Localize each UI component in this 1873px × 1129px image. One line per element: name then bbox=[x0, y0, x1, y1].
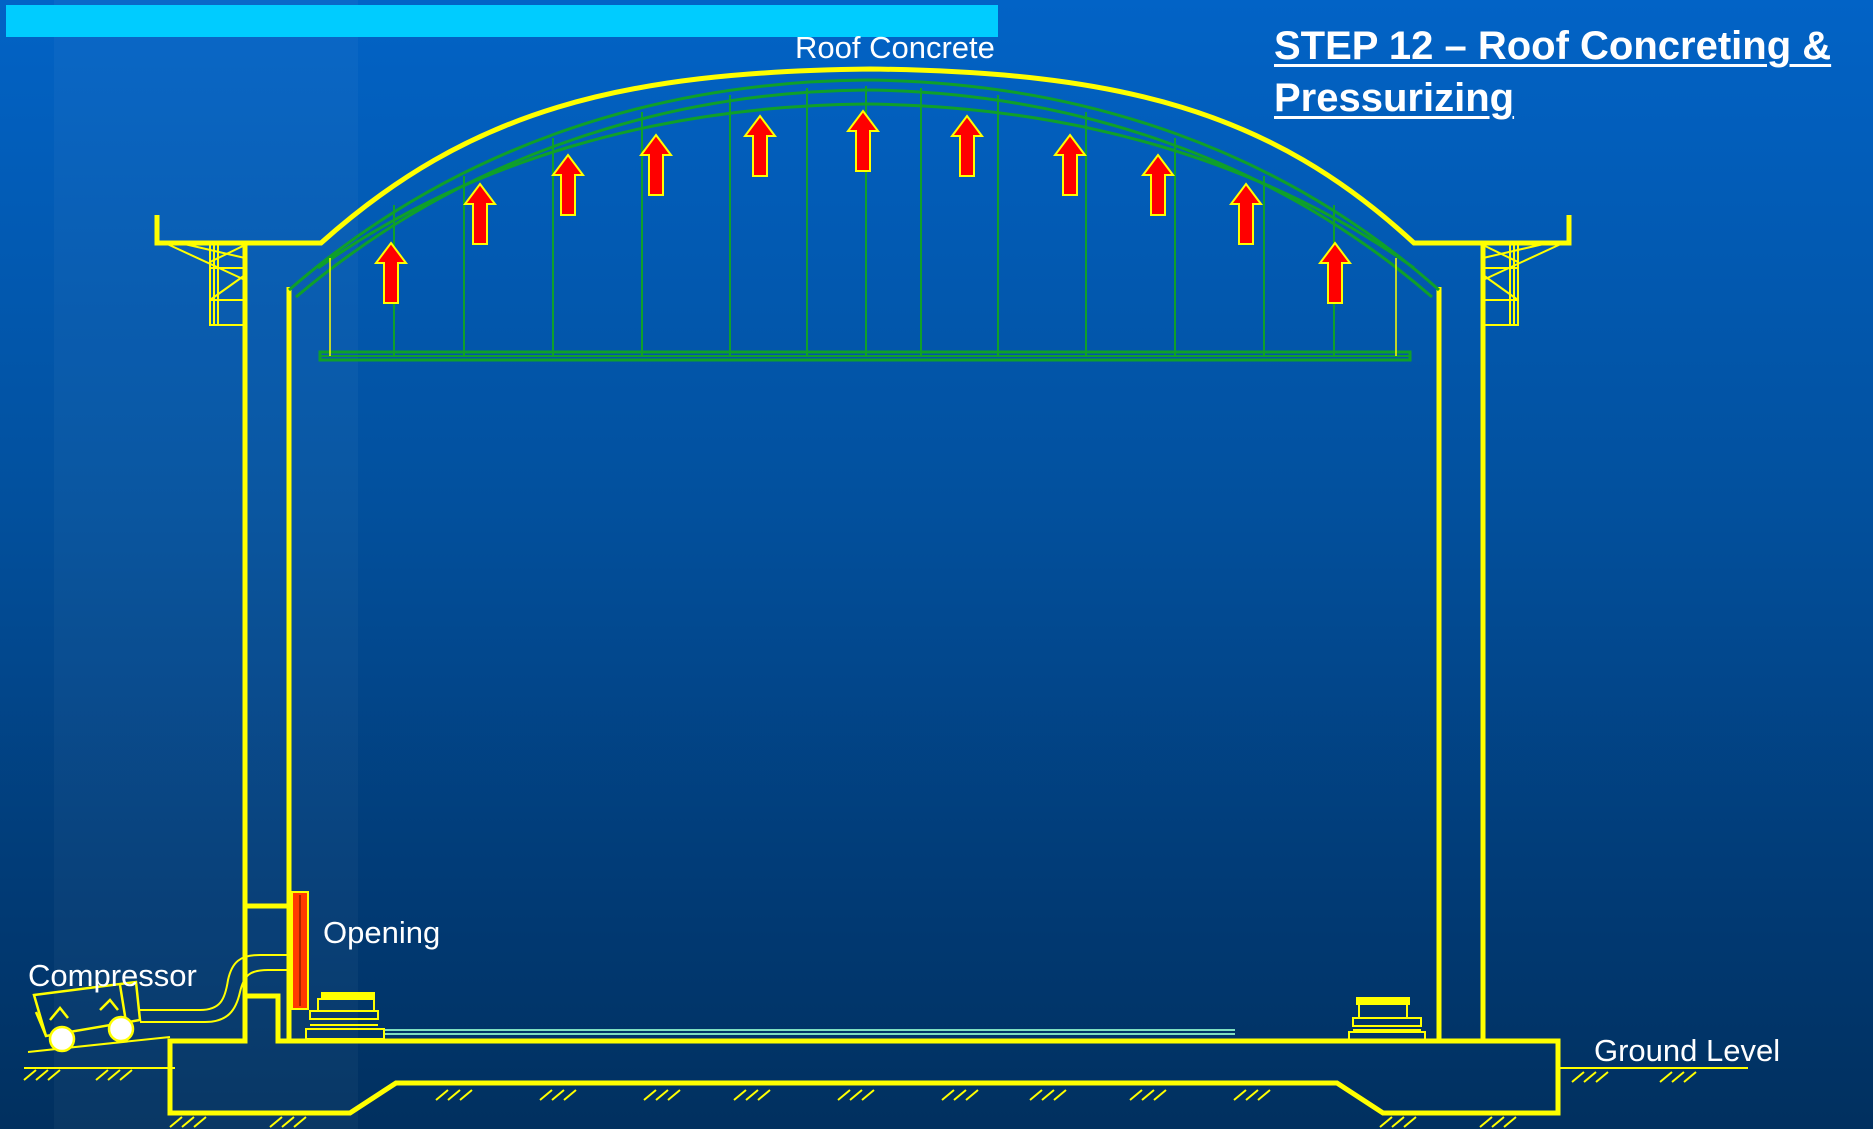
compressor-label: Compressor bbox=[28, 958, 197, 993]
pressure-arrow-7 bbox=[950, 114, 984, 177]
air-hose bbox=[140, 954, 289, 1023]
roof-concrete bbox=[154, 66, 1572, 246]
right-floor-equipment bbox=[1348, 997, 1426, 1041]
ground-level-lines bbox=[24, 1036, 1748, 1069]
pressure-arrow-8 bbox=[1053, 133, 1087, 196]
floor-liner bbox=[385, 1029, 1235, 1035]
opening-label: Opening bbox=[323, 915, 441, 950]
formwork-tie-rods bbox=[329, 258, 1397, 356]
pressure-arrow-6 bbox=[846, 109, 880, 172]
ground-level-label: Ground Level bbox=[1594, 1033, 1781, 1068]
slide-title-line-1: STEP 12 – Roof Concreting & bbox=[1274, 24, 1832, 68]
slide-title-line-2: Pressurizing bbox=[1274, 76, 1515, 120]
roof-concrete-label: Roof Concrete bbox=[795, 30, 995, 65]
pressure-arrow-5 bbox=[743, 114, 777, 177]
pressure-arrow-1 bbox=[374, 241, 408, 304]
pressure-arrow-2 bbox=[463, 182, 497, 245]
pressure-arrow-10 bbox=[1229, 182, 1263, 245]
compressor-truck bbox=[32, 980, 142, 1053]
opening-door bbox=[291, 891, 309, 1010]
pressure-arrow-3 bbox=[551, 153, 585, 216]
left-floor-equipment bbox=[305, 992, 385, 1040]
right-scaffold-bracket bbox=[1482, 242, 1564, 326]
pressure-arrow-4 bbox=[639, 133, 673, 196]
slide-title: STEP 12 – Roof Concreting & Pressurizing bbox=[1274, 20, 1831, 124]
base-slab bbox=[167, 993, 1561, 1116]
left-scaffold-bracket bbox=[164, 242, 246, 326]
pressure-arrows bbox=[374, 109, 1352, 304]
pressure-arrow-11 bbox=[1318, 241, 1352, 304]
progress-bar bbox=[6, 5, 998, 37]
tank-walls bbox=[242, 243, 1486, 1041]
pressure-arrow-9 bbox=[1141, 153, 1175, 216]
ground-hatching bbox=[23, 1069, 1697, 1128]
